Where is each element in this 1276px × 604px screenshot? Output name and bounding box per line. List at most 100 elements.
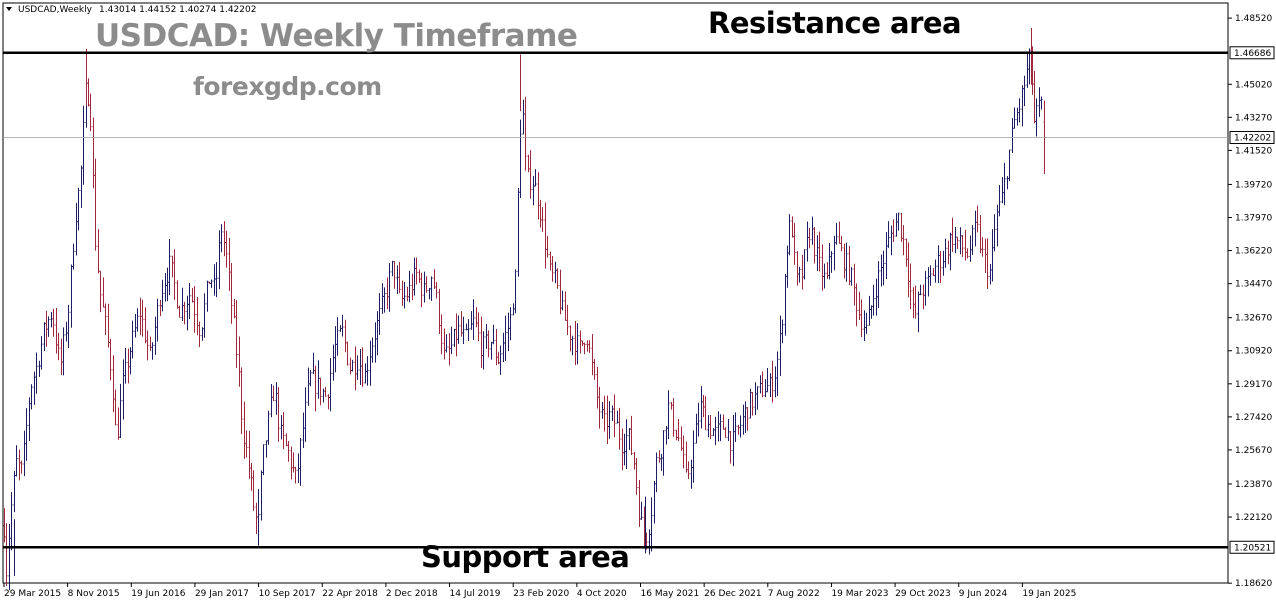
ohlc-bar bbox=[245, 430, 248, 458]
ohlc-bar bbox=[509, 307, 512, 341]
dropdown-triangle-icon[interactable] bbox=[6, 7, 12, 11]
ohlc-bar bbox=[462, 316, 465, 345]
ohlc-bar bbox=[801, 254, 804, 290]
ohlc-bar bbox=[191, 287, 194, 303]
ohlc-bar bbox=[588, 340, 591, 353]
ohlc-bar bbox=[811, 216, 814, 245]
ohlc-bar bbox=[912, 287, 915, 319]
ohlc-bar bbox=[129, 347, 132, 375]
ohlc-bar bbox=[415, 257, 418, 285]
ohlc-bar bbox=[438, 288, 441, 334]
ohlc-bar bbox=[480, 316, 483, 368]
ohlc-bar bbox=[870, 305, 873, 319]
ohlc-bar bbox=[917, 291, 920, 333]
ohlc-bar bbox=[196, 296, 199, 336]
ohlc-bar bbox=[57, 332, 60, 361]
ohlc-bar bbox=[440, 314, 443, 355]
ohlc-bar bbox=[700, 386, 703, 429]
ohlc-bar bbox=[863, 310, 866, 342]
ohlc-bar bbox=[579, 330, 582, 354]
ohlc-bar bbox=[408, 270, 411, 303]
ohlc-bar bbox=[1001, 177, 1004, 204]
ohlc-bar bbox=[662, 430, 665, 476]
ohlc-bar bbox=[749, 388, 752, 419]
ohlc-bar bbox=[786, 245, 789, 288]
ohlc-bar bbox=[564, 291, 567, 321]
ohlc-bar bbox=[499, 345, 502, 375]
ohlc-bar bbox=[806, 221, 809, 262]
price-tick-label: 1.48520 bbox=[1235, 14, 1272, 24]
ohlc-bar bbox=[475, 307, 478, 328]
ohlc-bar bbox=[951, 217, 954, 253]
ohlc-bar bbox=[465, 323, 468, 331]
ohlc-bar bbox=[850, 267, 853, 286]
ohlc-bar bbox=[855, 283, 858, 327]
ohlc-bar bbox=[139, 297, 142, 336]
ohlc-bar bbox=[996, 204, 999, 247]
price-tick-label: 1.39720 bbox=[1235, 180, 1272, 190]
ohlc-bar bbox=[302, 412, 305, 448]
ohlc-bar bbox=[413, 257, 416, 296]
ohlc-bar bbox=[383, 287, 386, 313]
ohlc-bar bbox=[603, 395, 606, 432]
ohlc-bar bbox=[734, 412, 737, 443]
ohlc-bar bbox=[460, 311, 463, 337]
ohlc-bar bbox=[524, 96, 527, 171]
ohlc-bar bbox=[583, 342, 586, 355]
ohlc-bar bbox=[519, 119, 522, 199]
ohlc-bar bbox=[751, 391, 754, 416]
ohlc-bar bbox=[667, 390, 670, 440]
ohlc-bar bbox=[329, 358, 332, 412]
ohlc-bar bbox=[490, 341, 493, 360]
ohlc-bar bbox=[618, 407, 621, 450]
ohlc-bar bbox=[40, 336, 43, 370]
ohlc-bar bbox=[457, 315, 460, 344]
ohlc-bar bbox=[176, 280, 179, 309]
ohlc-bar bbox=[539, 199, 542, 228]
ohlc-bar bbox=[336, 317, 339, 356]
ohlc-bar bbox=[119, 383, 122, 438]
ohlc-bar bbox=[630, 415, 633, 456]
ohlc-bar bbox=[1035, 98, 1038, 137]
ohlc-bar bbox=[766, 368, 769, 393]
ohlc-bar bbox=[154, 316, 157, 355]
ohlc-bar bbox=[351, 359, 354, 372]
ohlc-bar bbox=[1016, 107, 1019, 126]
ohlc-bar bbox=[727, 419, 730, 442]
ohlc-bar bbox=[732, 414, 735, 467]
price-tick-label: 1.22120 bbox=[1235, 513, 1272, 523]
ohlc-bar bbox=[1040, 96, 1043, 110]
ohlc-bar bbox=[470, 311, 473, 330]
ohlc-bar bbox=[453, 328, 456, 347]
ohlc-bar bbox=[75, 202, 78, 256]
date-tick-label: 19 Jan 2025 bbox=[1022, 589, 1076, 599]
ohlc-bar bbox=[230, 262, 233, 324]
ohlc-bar bbox=[922, 284, 925, 310]
ohlc-bar bbox=[477, 312, 480, 342]
price-tick-label: 1.37970 bbox=[1235, 213, 1272, 223]
date-tick-label: 19 Jun 2016 bbox=[131, 589, 185, 599]
ohlc-bar bbox=[82, 105, 85, 185]
date-tick-label: 29 Oct 2023 bbox=[895, 589, 951, 599]
ohlc-bar bbox=[986, 238, 989, 290]
ohlc-bar bbox=[759, 375, 762, 394]
ohlc-bar bbox=[791, 216, 794, 238]
ohlc-bar bbox=[492, 324, 495, 345]
ohlc-bar bbox=[349, 357, 352, 375]
ohlc-bar bbox=[675, 429, 678, 441]
ohlc-bar bbox=[94, 158, 97, 251]
ohlc-bar bbox=[969, 235, 972, 262]
ohlc-bar bbox=[287, 440, 290, 462]
ohlc-bar bbox=[771, 360, 774, 403]
ohlc-bar bbox=[742, 404, 745, 435]
ohlc-bar bbox=[821, 244, 824, 291]
ohlc-bar bbox=[838, 221, 841, 244]
ohlc-bar bbox=[314, 365, 317, 412]
ohlc-bar bbox=[60, 338, 63, 376]
ohlc-bar bbox=[327, 394, 330, 410]
ohlc-bar bbox=[655, 452, 658, 493]
ohlc-bar bbox=[166, 267, 169, 302]
ohlc-bar bbox=[1018, 98, 1021, 123]
ohlc-bar bbox=[707, 415, 710, 438]
ohlc-bar bbox=[919, 284, 922, 296]
